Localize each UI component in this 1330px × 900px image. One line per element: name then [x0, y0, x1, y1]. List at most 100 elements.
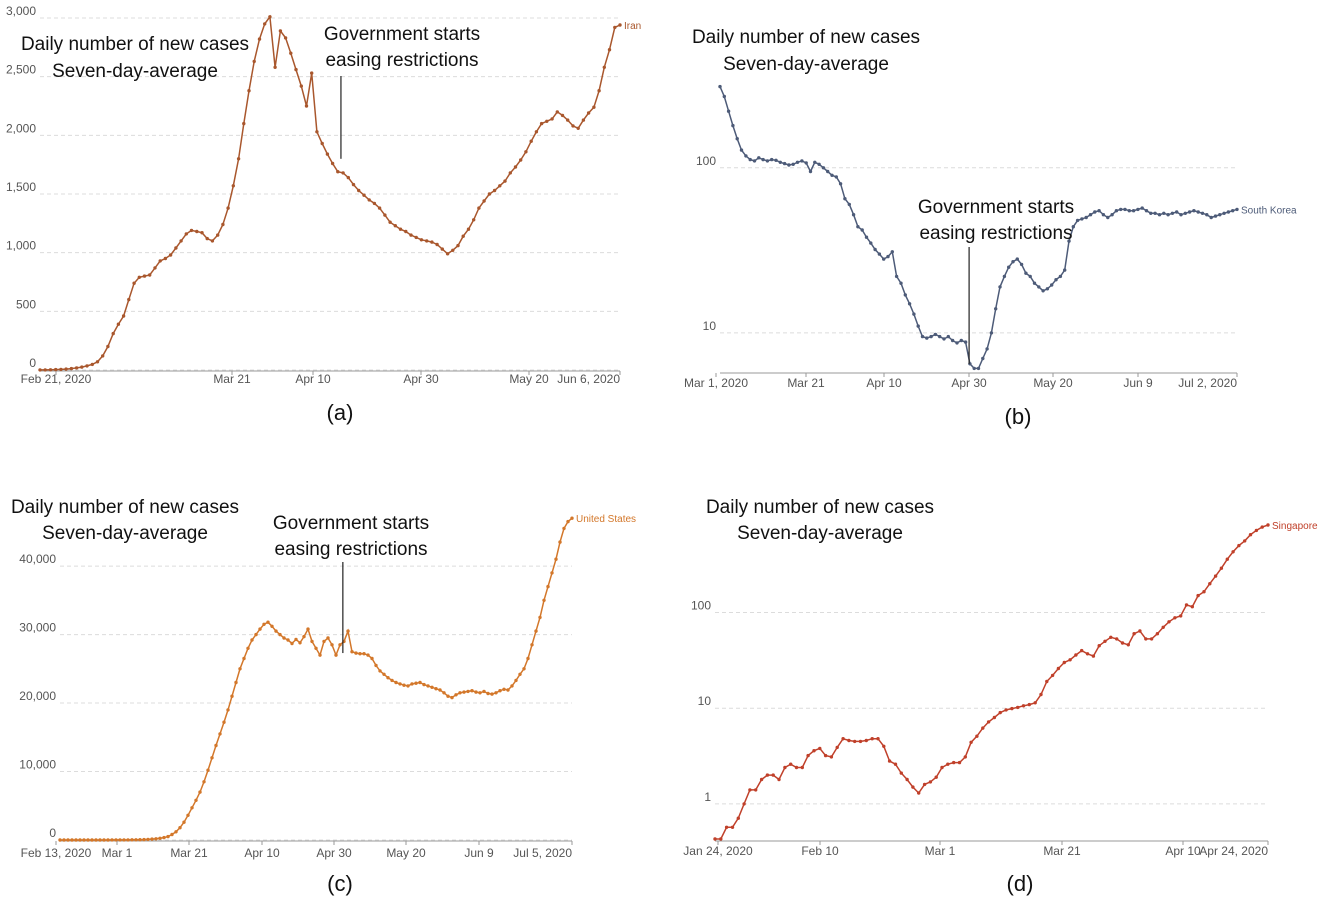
data-point — [925, 336, 929, 340]
data-point — [562, 526, 566, 531]
data-point — [330, 643, 334, 647]
data-point — [1080, 648, 1084, 653]
x-tick-label: Apr 10 — [295, 372, 331, 386]
data-point — [976, 366, 981, 371]
data-point — [940, 765, 944, 770]
data-point — [283, 36, 288, 40]
y-axis-description: Seven-day-average — [737, 523, 903, 544]
data-point — [922, 782, 927, 787]
annotation-text: Government starts — [324, 24, 480, 45]
data-point — [362, 652, 366, 656]
x-tick-label: Mar 21 — [787, 376, 825, 390]
data-point — [270, 624, 274, 628]
data-point — [419, 238, 424, 242]
data-point — [318, 653, 322, 657]
data-point — [278, 29, 283, 33]
data-point — [613, 25, 617, 30]
data-point — [1243, 539, 1247, 543]
data-point — [969, 740, 973, 744]
data-point — [869, 241, 873, 245]
data-point — [302, 634, 306, 639]
data-point — [310, 71, 314, 75]
data-point — [1033, 701, 1037, 705]
data-point — [426, 684, 430, 688]
x-tick-label: Apr 10 — [866, 376, 902, 390]
data-point — [506, 688, 510, 692]
data-point — [402, 683, 406, 687]
data-point — [498, 184, 502, 188]
data-point — [386, 676, 390, 680]
data-point — [1144, 209, 1149, 213]
y-tick-label: 100 — [696, 154, 716, 168]
data-point — [1170, 211, 1175, 215]
data-point — [1054, 278, 1058, 282]
data-point — [118, 838, 122, 842]
data-point — [1004, 708, 1008, 712]
data-point — [1190, 605, 1195, 609]
x-tick-label: May 20 — [1033, 376, 1073, 390]
data-point — [519, 158, 523, 162]
data-point — [477, 206, 481, 210]
data-point — [754, 788, 758, 792]
data-point — [294, 637, 298, 642]
panel-label: (a) — [327, 400, 354, 425]
data-point — [254, 632, 258, 637]
annotation-text: easing restrictions — [274, 539, 427, 560]
data-point — [85, 364, 89, 368]
series-name-label: Iran — [624, 21, 641, 32]
data-point — [486, 691, 490, 696]
data-point — [989, 331, 994, 335]
data-point — [286, 638, 290, 642]
chart-a: 0 500 1,000 1,500 2,000 2,500 3,000 Feb 21, 202… — [6, 4, 641, 425]
data-point — [571, 124, 575, 128]
data-point — [456, 243, 460, 248]
data-point — [550, 571, 554, 575]
data-point — [430, 685, 434, 689]
data-point — [90, 362, 95, 367]
data-point — [818, 746, 822, 751]
data-point — [377, 206, 382, 210]
data-point — [383, 213, 387, 217]
data-point — [1149, 211, 1153, 215]
data-point — [843, 197, 847, 201]
data-point — [765, 159, 770, 163]
data-point — [1166, 213, 1170, 217]
data-point — [998, 710, 1002, 715]
data-point — [137, 275, 141, 279]
data-point — [258, 627, 262, 631]
data-point — [1120, 641, 1125, 645]
data-point — [425, 239, 429, 243]
data-point — [907, 302, 912, 306]
data-point — [560, 113, 565, 118]
data-point — [946, 334, 950, 339]
data-point — [524, 150, 528, 154]
y-tick-label: 10 — [698, 694, 712, 708]
data-point — [992, 715, 997, 720]
data-point — [418, 680, 422, 685]
data-point — [142, 837, 146, 842]
data-point — [1161, 625, 1165, 629]
data-point — [1127, 209, 1132, 213]
data-point — [210, 756, 214, 760]
data-point — [1149, 637, 1154, 641]
data-point — [1131, 209, 1136, 213]
data-point — [374, 663, 378, 668]
data-point — [856, 225, 860, 229]
data-point — [998, 285, 1002, 289]
data-point — [1138, 629, 1142, 633]
data-point — [422, 682, 426, 687]
y-tick-label: 30,000 — [19, 621, 56, 635]
panel-label: (c) — [327, 871, 353, 896]
data-point — [1114, 209, 1119, 213]
data-point — [346, 629, 350, 633]
data-point — [230, 694, 234, 698]
data-point — [357, 188, 361, 193]
data-point — [787, 163, 791, 167]
data-point — [410, 682, 414, 686]
data-point — [800, 159, 804, 163]
panel-label: (b) — [1005, 404, 1032, 429]
x-tick-label: Feb 21, 2020 — [21, 372, 92, 386]
data-point — [1173, 616, 1177, 620]
data-point — [101, 354, 105, 358]
data-point — [1037, 285, 1041, 289]
